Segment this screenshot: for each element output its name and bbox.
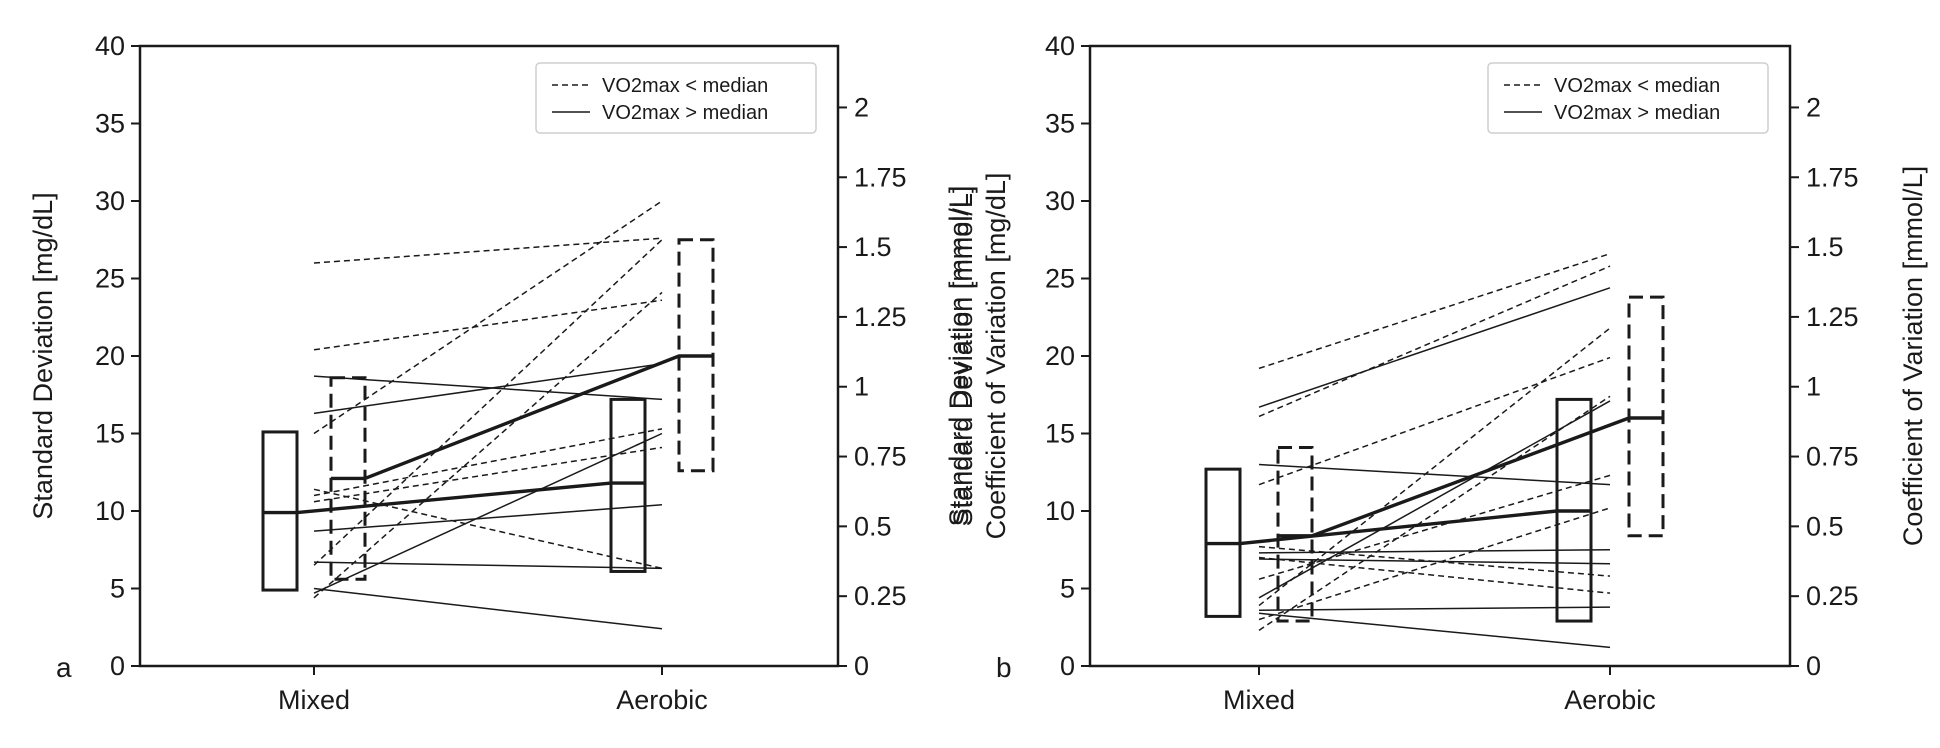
left-tick-label: 30 <box>1045 186 1075 216</box>
panel-b-left-axis-label: Coefficient of Variation [mg/dL] <box>981 173 1011 540</box>
median-line-below-median <box>1278 416 1663 538</box>
subject-line-above-median <box>1258 612 1611 649</box>
subject-line-above-median <box>1258 463 1611 486</box>
subject-line-above-median <box>1258 400 1611 599</box>
left-tick-label: 0 <box>110 651 125 681</box>
subject-line-below-median <box>1258 265 1611 418</box>
right-tick-label: 1 <box>854 372 869 402</box>
right-tick-label: 0.5 <box>854 511 892 541</box>
left-tick-label: 20 <box>95 341 125 371</box>
panel-a-x-ticks: Mixed Aerobic <box>278 666 708 715</box>
panel-b-right-axis-label: Coefficient of Variation [mmol/L] <box>1898 166 1928 546</box>
panel-a-tag: a <box>56 652 72 683</box>
subject-line-above-median <box>313 375 663 401</box>
left-tick-label: 10 <box>95 496 125 526</box>
left-tick-label: 0 <box>1060 651 1075 681</box>
subject-line-below-median <box>313 446 663 503</box>
right-tick-label: 0.25 <box>854 581 907 611</box>
box-above-median-aerobic <box>609 397 647 573</box>
median-line-below-median <box>331 354 713 481</box>
panel-a-right-axis-label: Standard Deviation [mmol/L] <box>948 186 978 527</box>
subject-line-below-median <box>1258 556 1611 594</box>
subject-line-below-median <box>1258 395 1611 631</box>
panel-a-left-ticks: 0 5 10 15 20 25 30 35 40 <box>95 31 140 681</box>
panel-a-axes-frame <box>138 44 840 668</box>
left-tick-label: 10 <box>1045 496 1075 526</box>
panel-b-axes-frame <box>1088 44 1792 668</box>
panel-b-right-ticks: 0 0.25 0.5 0.75 1 1.25 1.5 1.75 2 <box>1790 92 1859 681</box>
panel-b-data-marks <box>1204 252 1665 649</box>
median-line-above-median <box>1206 509 1591 546</box>
subject-line-below-median <box>313 237 663 264</box>
right-tick-label: 1.25 <box>1806 302 1859 332</box>
subject-line-above-median <box>313 561 663 570</box>
legend-label-above-median: VO2max > median <box>1554 102 1720 124</box>
x-tick-label-mixed: Mixed <box>278 685 350 715</box>
subject-line-below-median <box>1258 327 1611 607</box>
panel-b: VO2max < median VO2max > median 05101520… <box>944 31 1928 715</box>
legend-label-above-median: VO2max > median <box>602 102 768 124</box>
right-tick-label: 0.25 <box>1806 581 1859 611</box>
panel-a-left-axis-label: Standard Deviation [mg/dL] <box>28 192 58 519</box>
x-tick-label-aerobic: Aerobic <box>1564 685 1656 715</box>
panel-b-left-axis-label-title: Standard Deviation [mmol/L] <box>944 186 974 527</box>
right-tick-label: 2 <box>854 92 869 122</box>
legend-label-below-median: VO2max < median <box>1554 75 1720 97</box>
right-tick-label: 0.75 <box>854 442 907 472</box>
subject-line-above-median <box>1258 287 1611 408</box>
right-tick-label: 0.5 <box>1806 511 1844 541</box>
left-tick-label: 5 <box>110 574 125 604</box>
left-tick-label: 15 <box>1045 419 1075 449</box>
legend-box <box>535 62 817 134</box>
panel-a-legend: VO2max < median VO2max > median <box>535 62 817 134</box>
subject-line-below-median <box>313 428 663 497</box>
subject-line-below-median <box>313 291 663 599</box>
panel-b-x-ticks: Mixed Aerobic <box>1223 666 1656 715</box>
panel-b-legend: VO2max < median VO2max > median <box>1487 62 1769 134</box>
left-tick-label: 15 <box>95 419 125 449</box>
right-tick-label: 1.75 <box>1806 162 1859 192</box>
right-tick-label: 1.75 <box>854 162 907 192</box>
subject-line-below-median <box>1258 545 1611 577</box>
right-tick-label: 0.75 <box>1806 442 1859 472</box>
right-tick-label: 0 <box>854 651 869 681</box>
panel-a: VO2max < median VO2max > median 05101520… <box>28 31 978 715</box>
median-line-above-median <box>263 481 645 515</box>
left-tick-label: 25 <box>95 264 125 294</box>
legend-box <box>1487 62 1769 134</box>
panel-a-data-marks <box>261 200 715 630</box>
subject-line-above-median <box>1258 549 1611 554</box>
subject-line-above-median <box>313 587 663 630</box>
subject-line-above-median <box>1258 606 1611 611</box>
subject-line-below-median <box>1258 507 1611 621</box>
right-tick-label: 1.5 <box>1806 232 1844 262</box>
panel-b-left-ticks: 0 5 10 15 20 25 30 35 40 <box>1045 31 1090 681</box>
left-tick-label: 20 <box>1045 341 1075 371</box>
panel-a-right-ticks: 0 0.25 0.5 0.75 1 1.25 1.5 1.75 2 <box>838 92 907 681</box>
left-tick-label: 40 <box>1045 31 1075 61</box>
legend-label-below-median: VO2max < median <box>602 75 768 97</box>
subject-line-above-median <box>313 363 663 415</box>
left-tick-label: 5 <box>1060 574 1075 604</box>
subject-line-above-median <box>313 432 663 594</box>
left-tick-label: 25 <box>1045 264 1075 294</box>
right-tick-label: 1.5 <box>854 232 892 262</box>
left-tick-label: 35 <box>95 109 125 139</box>
subject-line-below-median <box>313 299 663 351</box>
subject-line-above-median <box>313 504 663 532</box>
subject-line-below-median <box>1258 356 1611 486</box>
right-tick-label: 2 <box>1806 92 1821 122</box>
right-tick-label: 1 <box>1806 372 1821 402</box>
left-tick-label: 30 <box>95 186 125 216</box>
left-tick-label: 40 <box>95 31 125 61</box>
right-tick-label: 0 <box>1806 651 1821 681</box>
x-tick-label-mixed: Mixed <box>1223 685 1295 715</box>
right-tick-label: 1.25 <box>854 302 907 332</box>
subject-line-below-median <box>1258 252 1611 370</box>
subject-line-below-median <box>1258 474 1611 580</box>
x-tick-label-aerobic: Aerobic <box>616 685 708 715</box>
left-tick-label: 35 <box>1045 109 1075 139</box>
panel-b-tag: b <box>996 652 1012 683</box>
